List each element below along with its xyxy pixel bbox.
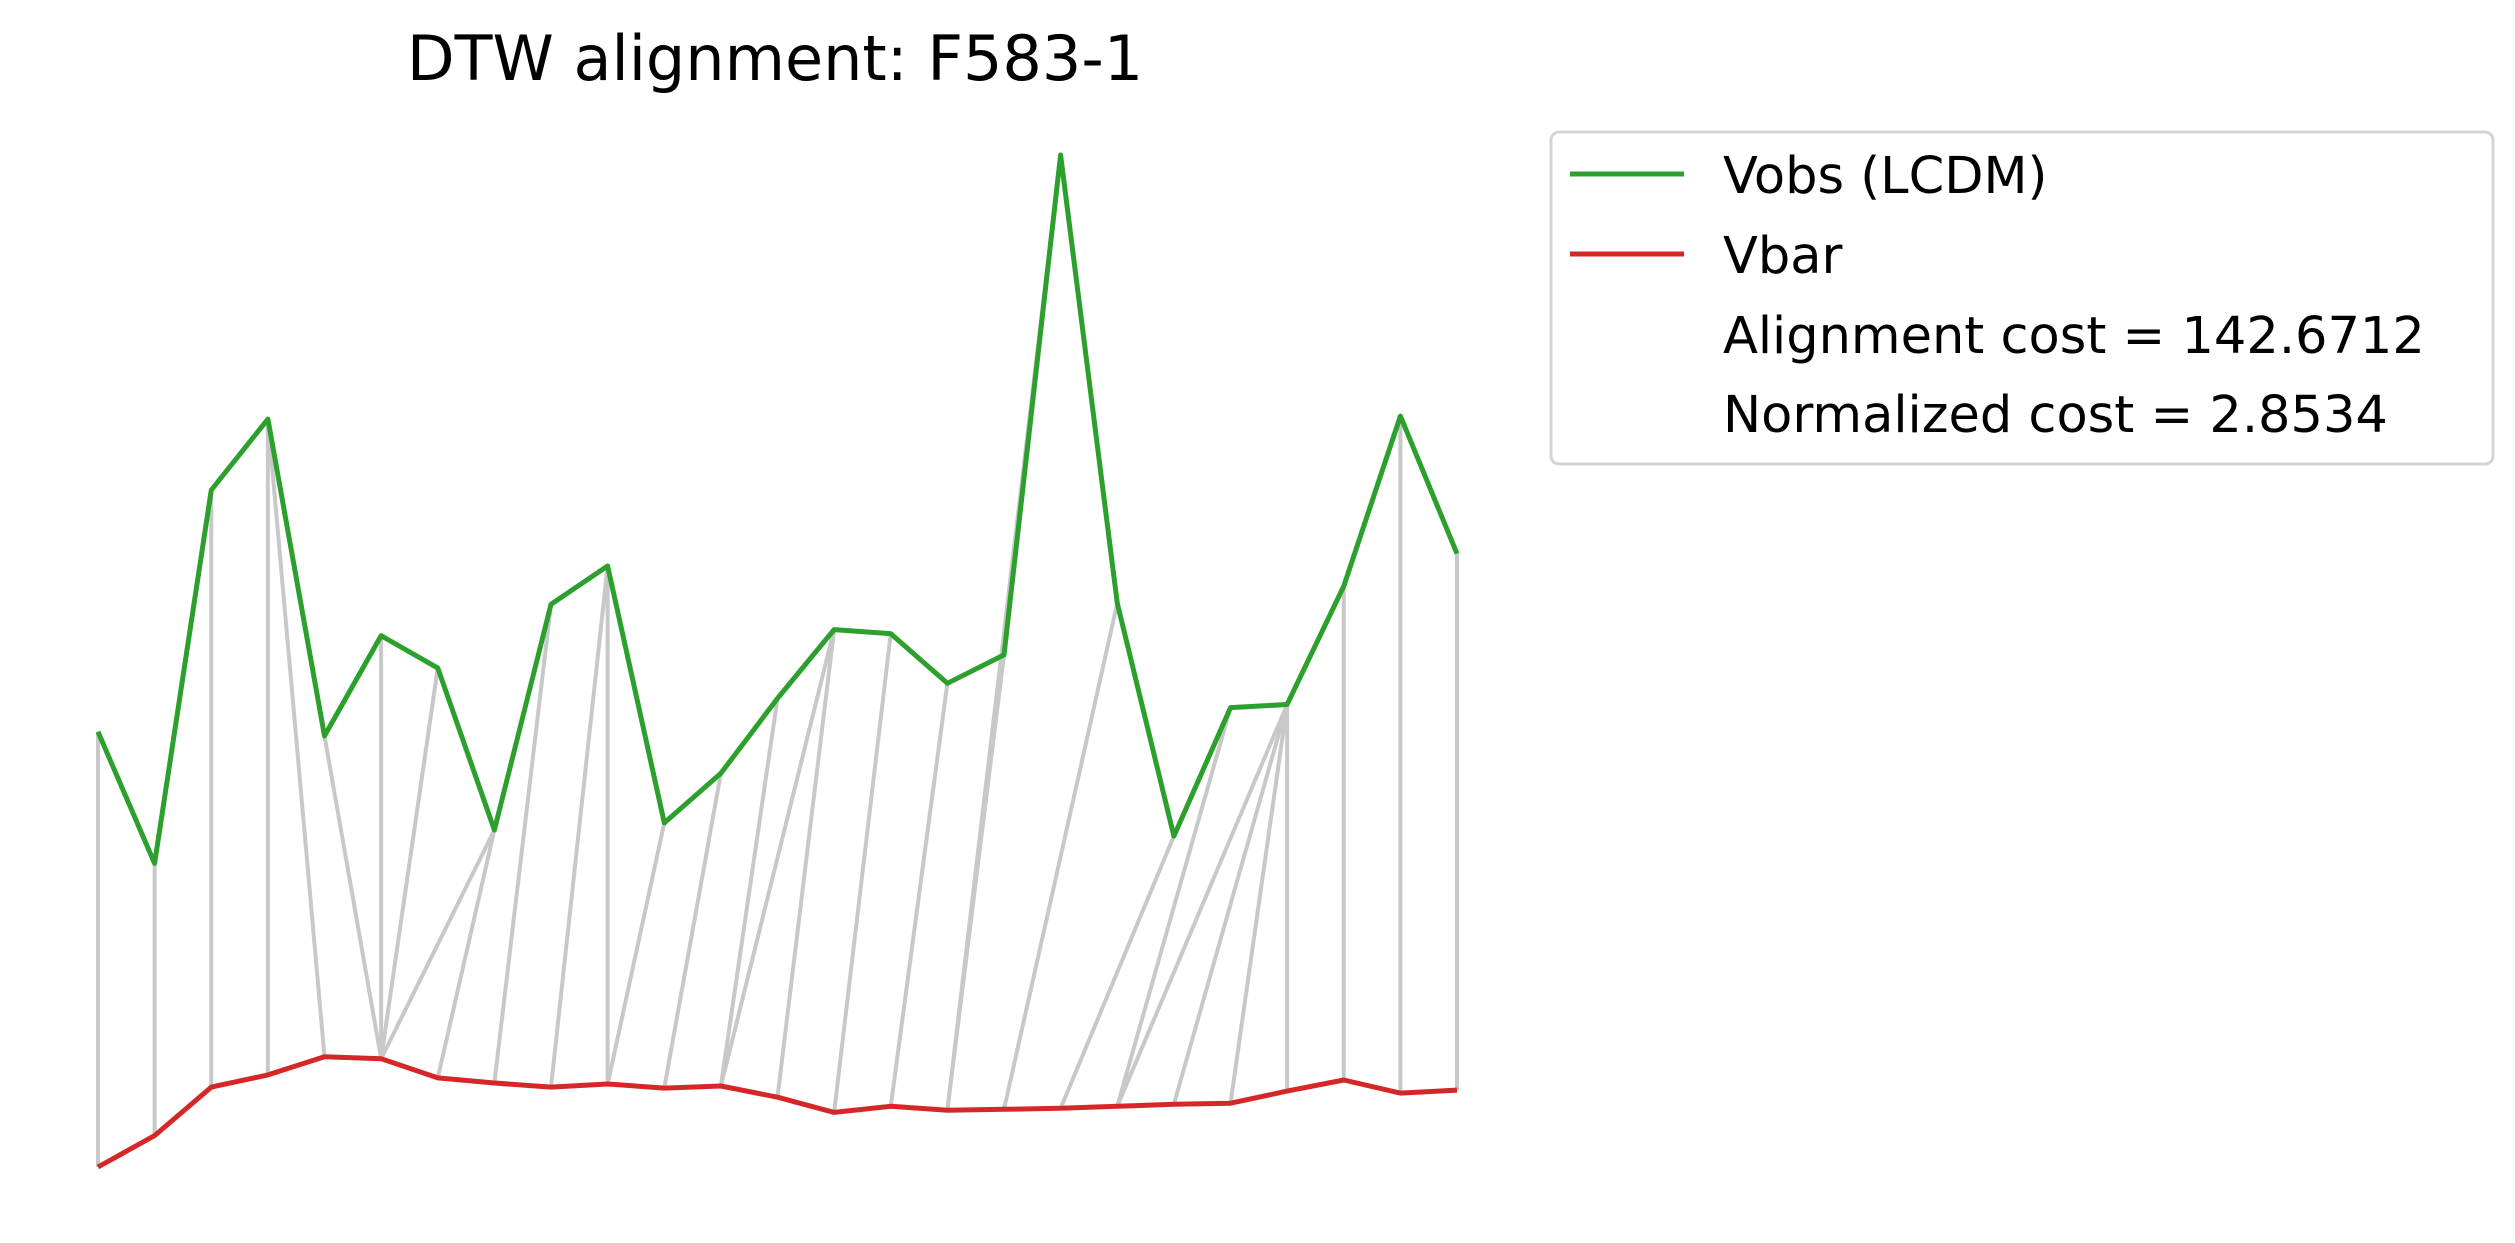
alignment-line-27 bbox=[1228, 704, 1290, 1104]
alignment-line-19 bbox=[888, 682, 950, 1107]
legend-label-vbar: Vbar bbox=[1723, 227, 1843, 286]
alignment-line-4 bbox=[265, 418, 327, 1057]
alignment-line-15 bbox=[718, 698, 780, 1087]
alignment-line-18 bbox=[832, 633, 893, 1113]
alignment-line-14 bbox=[662, 772, 723, 1089]
alignment-line-16 bbox=[718, 629, 837, 1087]
alignment-line-11 bbox=[549, 565, 610, 1088]
legend-alignment-cost: Alignment cost = 142.6712 bbox=[1723, 307, 2425, 366]
alignment-line-26 bbox=[1171, 703, 1290, 1105]
chart-title: DTW alignment: F583-1 bbox=[407, 22, 1143, 95]
alignment-line-22 bbox=[1002, 602, 1120, 1110]
alignment-line-9 bbox=[435, 829, 497, 1079]
alignment-line-5 bbox=[322, 735, 384, 1060]
alignment-line-24 bbox=[1115, 707, 1233, 1107]
series-line-0 bbox=[95, 152, 1460, 866]
alignment-line-25 bbox=[1115, 703, 1289, 1108]
legend: Vobs (LCDM) Vbar Alignment cost = 142.67… bbox=[1549, 130, 2495, 466]
alignment-lines bbox=[96, 154, 1459, 1167]
series-line-1 bbox=[96, 1054, 1458, 1170]
series-lines bbox=[95, 152, 1460, 1170]
alignment-line-10 bbox=[492, 604, 553, 1084]
legend-normalized-cost: Normalized cost = 2.8534 bbox=[1723, 386, 2388, 445]
alignment-line-23 bbox=[1058, 835, 1176, 1110]
alignment-line-8 bbox=[379, 829, 497, 1060]
alignment-line-7 bbox=[379, 667, 440, 1060]
legend-label-vobs: Vobs (LCDM) bbox=[1723, 147, 2047, 206]
legend-frame bbox=[1549, 130, 2495, 466]
alignment-line-13 bbox=[605, 822, 667, 1085]
alignment-line-17 bbox=[775, 629, 837, 1098]
